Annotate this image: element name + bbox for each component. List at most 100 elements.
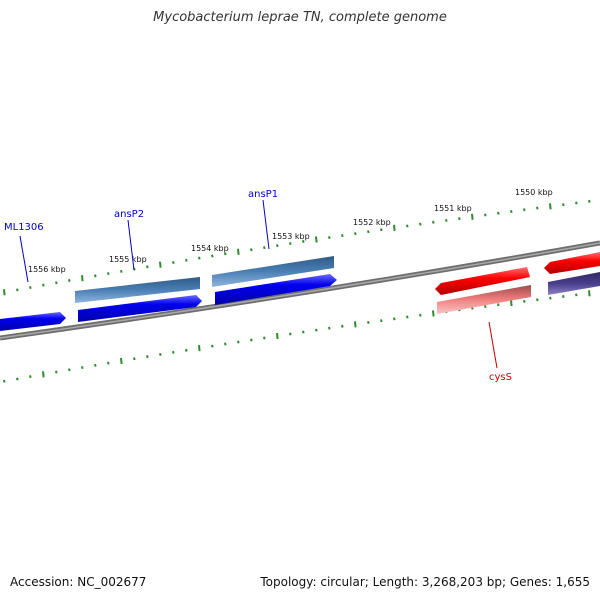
- minor-tick: [510, 210, 513, 214]
- minor-tick: [133, 357, 136, 361]
- minor-tick: [445, 218, 448, 222]
- minor-tick: [146, 265, 149, 269]
- major-tick: [354, 321, 357, 328]
- minor-tick: [419, 313, 422, 317]
- minor-tick: [341, 234, 344, 238]
- gene-ML1306: [0, 312, 66, 331]
- leader-ML1306: [19, 235, 29, 283]
- minor-tick: [523, 299, 526, 303]
- minor-tick: [497, 211, 500, 215]
- minor-tick: [185, 258, 188, 262]
- minor-tick: [3, 379, 6, 383]
- minor-tick: [172, 350, 175, 354]
- major-tick: [42, 371, 45, 378]
- gene-red-2: [544, 252, 600, 274]
- minor-tick: [211, 344, 214, 348]
- major-tick: [471, 213, 474, 220]
- gene-navy: [548, 272, 600, 295]
- leader-cysS: [488, 321, 498, 369]
- minor-tick: [250, 338, 253, 342]
- minor-tick: [237, 340, 240, 344]
- kbp-label: 1551 kbp: [434, 204, 472, 213]
- minor-tick: [406, 224, 409, 228]
- minor-tick: [354, 232, 357, 236]
- gene-label-ML1306: ML1306: [4, 222, 44, 233]
- minor-tick: [289, 332, 292, 336]
- major-tick: [81, 275, 84, 282]
- minor-tick: [263, 246, 266, 250]
- minor-tick: [549, 296, 552, 300]
- major-tick: [3, 289, 6, 296]
- gene-red-1: [435, 267, 530, 295]
- major-tick: [237, 248, 240, 255]
- minor-tick: [536, 206, 539, 210]
- minor-tick: [185, 348, 188, 352]
- minor-tick: [432, 220, 435, 224]
- kbp-label: 1552 kbp: [353, 218, 391, 227]
- gene-blue-1: [78, 295, 202, 322]
- minor-tick: [276, 244, 279, 248]
- minor-tick: [120, 269, 123, 273]
- genome-summary: Topology: circular; Length: 3,268,203 bp…: [260, 575, 590, 589]
- minor-tick: [68, 368, 71, 372]
- minor-tick: [81, 366, 84, 370]
- minor-tick: [198, 256, 201, 260]
- minor-tick: [367, 230, 370, 234]
- gene-blue-2: [215, 274, 337, 305]
- major-tick: [432, 310, 435, 317]
- minor-tick: [497, 303, 500, 307]
- minor-tick: [484, 304, 487, 308]
- minor-tick: [588, 199, 591, 203]
- gene-label-ansP2: ansP2: [114, 209, 144, 220]
- minor-tick: [419, 222, 422, 226]
- minor-tick: [562, 203, 565, 207]
- accession-text: Accession: NC_002677: [10, 575, 147, 589]
- minor-tick: [159, 352, 162, 356]
- minor-tick: [224, 342, 227, 346]
- minor-tick: [29, 286, 32, 289]
- gene-label-ansP1: ansP1: [248, 189, 278, 200]
- major-tick: [276, 332, 279, 340]
- minor-tick: [536, 298, 539, 302]
- major-tick: [549, 203, 552, 210]
- minor-tick: [302, 330, 305, 334]
- minor-tick: [289, 242, 292, 246]
- minor-tick: [380, 228, 383, 232]
- minor-tick: [263, 336, 266, 340]
- gene-ansP2: [75, 277, 200, 303]
- minor-tick: [107, 272, 110, 276]
- major-tick: [588, 290, 591, 297]
- minor-tick: [211, 254, 214, 258]
- minor-tick: [146, 355, 149, 359]
- lower-tick-row: [3, 290, 591, 383]
- gene-cysS: [437, 285, 531, 314]
- minor-tick: [16, 377, 19, 381]
- minor-tick: [328, 236, 331, 240]
- major-tick: [198, 345, 201, 352]
- minor-tick: [16, 288, 19, 292]
- minor-tick: [484, 213, 487, 217]
- minor-tick: [172, 261, 175, 264]
- upper-tick-row: [3, 199, 591, 296]
- major-tick: [159, 261, 162, 268]
- minor-tick: [406, 315, 409, 319]
- major-tick: [510, 299, 513, 307]
- kbp-label: 1553 kbp: [272, 232, 310, 241]
- minor-tick: [458, 217, 461, 221]
- minor-tick: [380, 319, 383, 323]
- leader-ansP2: [127, 219, 135, 271]
- kbp-label: 1555 kbp: [109, 255, 147, 264]
- kbp-label: 1554 kbp: [191, 244, 229, 253]
- minor-tick: [29, 375, 32, 379]
- minor-tick: [94, 363, 97, 367]
- major-tick: [393, 224, 396, 231]
- minor-tick: [55, 370, 58, 374]
- minor-tick: [562, 295, 565, 298]
- leader-ansP1: [262, 199, 270, 250]
- major-tick: [120, 357, 123, 365]
- minor-tick: [575, 293, 578, 297]
- minor-tick: [68, 278, 71, 282]
- minor-tick: [393, 317, 396, 321]
- minor-tick: [302, 240, 305, 244]
- minor-tick: [341, 324, 344, 328]
